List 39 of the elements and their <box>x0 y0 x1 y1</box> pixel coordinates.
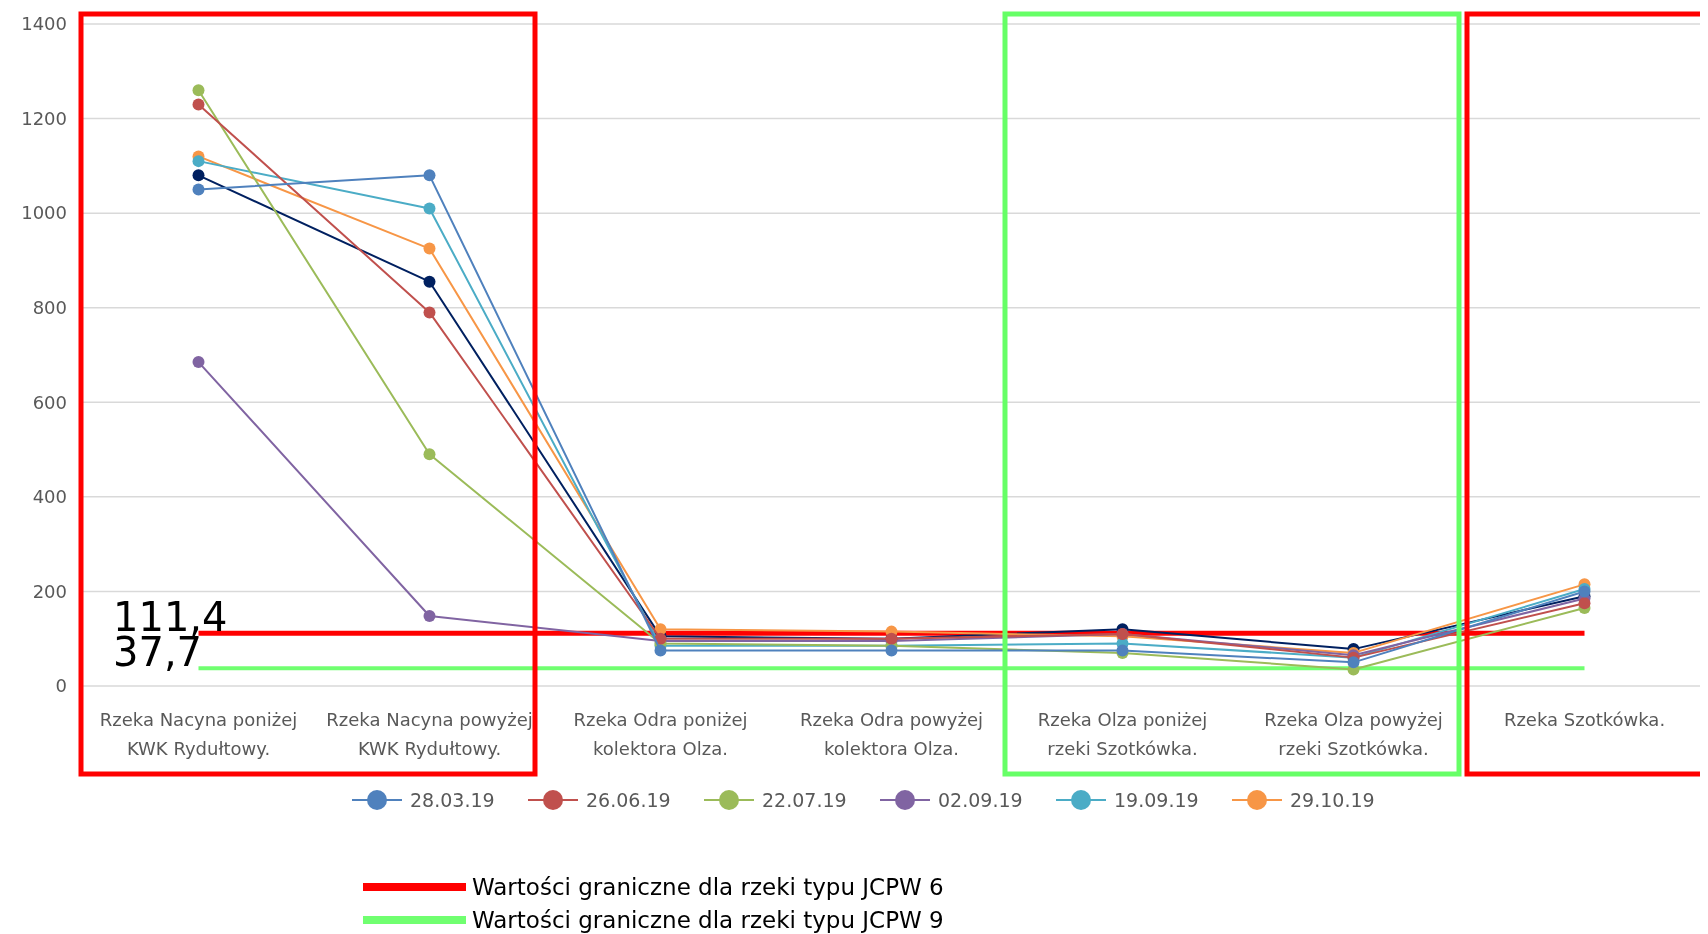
y-tick-label: 400 <box>32 486 67 508</box>
legend-label: 26.06.19 <box>586 788 671 811</box>
x-tick-label: Rzeka Olza poniżej rzeki Szotkówka. <box>1037 709 1208 759</box>
point <box>1578 597 1591 610</box>
legend-label: 29.10.19 <box>1290 788 1375 811</box>
legend-label: 22.07.19 <box>762 788 847 811</box>
y-tick-label: 0 <box>55 675 67 697</box>
legend-label: Wartości graniczne dla rzeki typu JCPW 6 <box>472 874 944 901</box>
x-tick-label: Rzeka Szotkówka. <box>1503 709 1666 730</box>
point <box>192 98 205 111</box>
point <box>192 84 205 97</box>
y-tick-label: 1400 <box>21 13 67 35</box>
y-tick-label: 1200 <box>21 107 67 129</box>
y-tick-label: 800 <box>32 297 67 319</box>
y-tick-label: 200 <box>32 580 67 602</box>
legend-label: Wartości graniczne dla rzeki typu JCPW 9 <box>472 907 944 934</box>
point <box>423 610 436 623</box>
point <box>423 202 436 215</box>
point <box>885 644 898 657</box>
x-tick-label: Rzeka Odra poniżej kolektora Olza. <box>573 709 748 759</box>
point <box>192 169 205 182</box>
x-tick-label: Rzeka Nacyna powyżej KWK Rydułtowy. <box>326 709 533 759</box>
point <box>192 356 205 369</box>
point <box>1347 656 1360 669</box>
legend-label: 28.03.19 <box>410 788 495 811</box>
point <box>423 169 436 182</box>
point <box>423 448 436 461</box>
x-tick-label: Rzeka Nacyna poniżej KWK Rydułtowy. <box>99 709 298 759</box>
point <box>192 155 205 168</box>
x-tick-label: Rzeka Odra powyżej kolektora Olza. <box>800 709 983 759</box>
y-tick-label: 1000 <box>21 202 67 224</box>
point <box>192 183 205 196</box>
point <box>423 275 436 288</box>
x-tick-label: Rzeka Olza powyżej rzeki Szotkówka. <box>1264 709 1443 759</box>
legend-label: 02.09.19 <box>938 788 1023 811</box>
point <box>423 306 436 319</box>
legend-label: 19.09.19 <box>1114 788 1199 811</box>
y-tick-label: 600 <box>32 391 67 413</box>
point <box>423 242 436 255</box>
